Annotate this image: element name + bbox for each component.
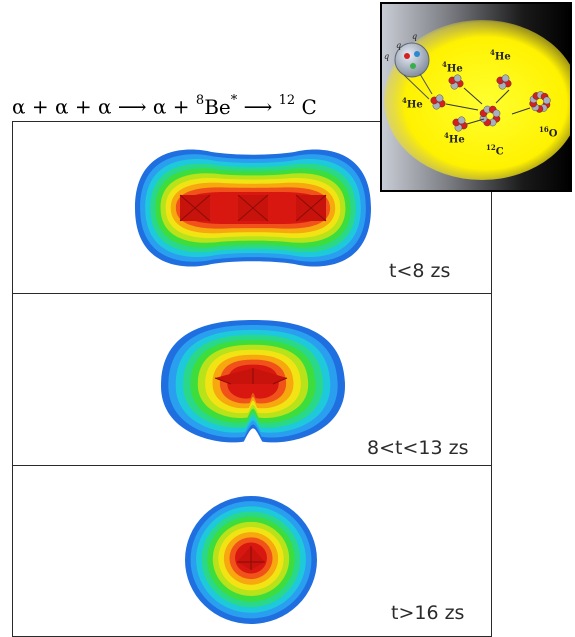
nucleon <box>453 74 462 83</box>
mesh-line <box>295 194 327 222</box>
nucleus-clusters <box>430 74 551 132</box>
mesh-line <box>179 194 211 222</box>
he4-label: 4He <box>444 131 465 146</box>
nucleon <box>543 96 551 105</box>
arrow-symbol: ⟶ <box>117 94 147 119</box>
alpha-symbol: α <box>152 94 167 119</box>
density-contour-bent <box>161 320 345 443</box>
reaction-arrows <box>445 87 531 125</box>
density-peak <box>215 368 287 384</box>
beryllium-term: 8Be* <box>195 93 238 119</box>
time-label: t>16 zs <box>391 602 465 624</box>
zoom-line <box>419 73 433 95</box>
nucleus-cluster <box>529 91 551 113</box>
mesh-line <box>237 546 265 570</box>
nucleon <box>435 94 444 103</box>
plus-sign: + <box>31 94 49 119</box>
nucleus-cluster <box>430 94 446 110</box>
nucleon <box>457 116 466 125</box>
alpha-symbol: α <box>55 94 69 119</box>
density-panel-middle: 8<t<13 zs <box>12 293 492 466</box>
density-contour-chain <box>135 149 371 267</box>
stellar-nucleosynthesis-inset: 4He 4He 4He 4He 12C 16O q q q <box>380 2 572 192</box>
he4-label: 4He <box>402 96 423 111</box>
density-panel-late: t>16 zs <box>12 465 492 637</box>
he4-label: 4He <box>490 48 511 63</box>
c-mass-number: 12 <box>278 93 296 108</box>
nucleon <box>501 74 510 83</box>
zoom-line <box>403 74 430 100</box>
quark-dot <box>404 53 410 59</box>
plus-sign: + <box>172 94 190 119</box>
nucleon <box>492 109 501 118</box>
time-label: 8<t<13 zs <box>367 437 469 459</box>
be-mass-number: 8 <box>195 93 205 108</box>
alpha-symbol: α <box>12 94 26 119</box>
nucleus-cluster <box>452 116 468 132</box>
nucleus-cluster <box>479 105 501 127</box>
quark-label: q <box>412 32 418 41</box>
nucleus-cluster <box>448 74 464 90</box>
mesh-line <box>237 194 269 222</box>
carbon-term: 12 C <box>278 93 317 119</box>
plus-sign: + <box>74 94 92 119</box>
quark-label: q <box>396 41 402 50</box>
mesh-line <box>214 368 288 385</box>
quark-dot <box>414 51 420 57</box>
alpha-symbol: α <box>98 94 112 119</box>
quark-dot <box>410 63 416 69</box>
he4-label: 4He <box>442 60 463 75</box>
c-symbol: C <box>301 94 317 119</box>
be-excited-star: * <box>230 93 238 108</box>
inset-illustration <box>382 4 570 190</box>
o16-label: 16O <box>539 125 558 140</box>
nucleus-cluster <box>496 74 512 90</box>
arrow-symbol: ⟶ <box>243 94 273 119</box>
c12-label: 12C <box>486 143 504 158</box>
time-label: t<8 zs <box>389 260 451 282</box>
density-contour-compact <box>185 495 317 625</box>
reaction-equation: α + α + α ⟶ α + 8Be* ⟶ 12 C <box>12 86 317 120</box>
be-symbol: Be <box>204 94 231 119</box>
quark-label: q <box>384 52 390 61</box>
quark-bubble <box>394 42 430 78</box>
